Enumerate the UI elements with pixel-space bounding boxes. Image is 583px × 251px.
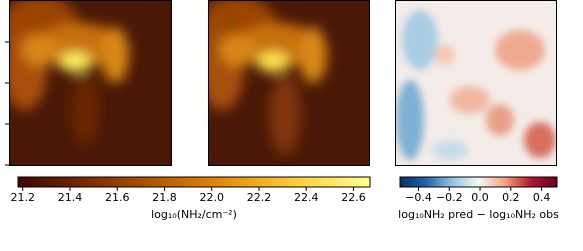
tick-label: 22.2 [247,191,272,204]
tick-label: 22.4 [294,191,319,204]
colorbar [17,176,371,188]
colorbar-label: log₁₀NH₂ pred − log₁₀NH₂ obs [398,208,559,221]
tick-label: 21.2 [10,191,35,204]
tick-label: −0.2 [436,191,463,204]
predicted-map [208,0,370,166]
tick-label: 0.4 [533,191,551,204]
tick-label: 0.2 [502,191,520,204]
observed-map [9,0,172,166]
tick-label: −0.4 [405,191,432,204]
tick-label: 21.4 [58,191,83,204]
tick-label: 22.0 [199,191,224,204]
tick-label: 21.6 [105,191,130,204]
tick-label: 22.6 [341,191,366,204]
panel-frames [5,0,557,166]
colorbar-label: log₁₀(NH₂/cm⁻²) [151,208,237,221]
tick-label: 0.0 [471,191,489,204]
residual-map [395,0,557,166]
colorbar [399,176,558,188]
tick-label: 21.8 [152,191,177,204]
